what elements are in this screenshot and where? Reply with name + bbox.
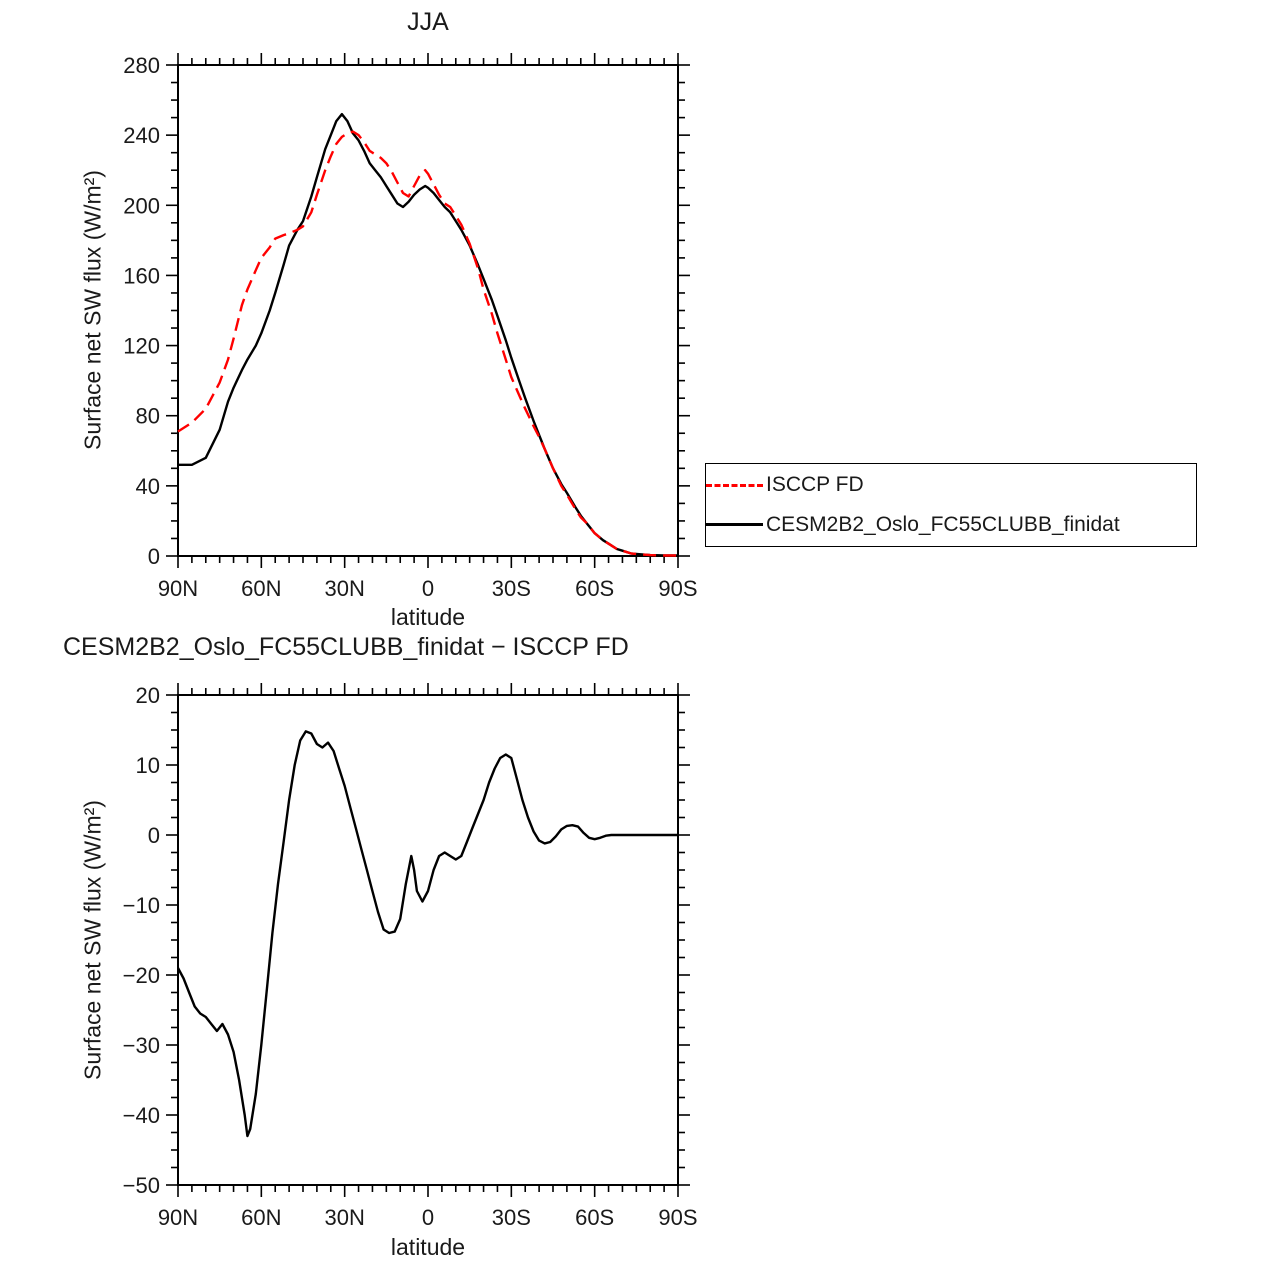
x-tick-label: 30N bbox=[324, 1205, 364, 1230]
x-tick-label: 0 bbox=[422, 1205, 434, 1230]
top-x-axis-label: latitude bbox=[390, 604, 466, 630]
series-line-cesm2b2_oslo_fc55clubb_finidat-minus-isccp-fd bbox=[176, 730, 678, 1138]
x-tick-label: 90S bbox=[658, 1205, 697, 1230]
bottom-y-axis-label-text: Surface net SW flux (W/m²) bbox=[79, 800, 106, 1080]
x-tick-label: 90S bbox=[658, 576, 697, 601]
legend-label-isccp: ISCCP FD bbox=[766, 473, 864, 497]
chart-top: 90N 60N 30N 0 30S 60S 90S 0 40 80 120 160 200 240 280 bbox=[123, 53, 698, 601]
axis-ticks-bottom bbox=[166, 683, 690, 1197]
top-chart-title: JJA bbox=[407, 8, 449, 36]
y-tick-label: 280 bbox=[123, 53, 160, 78]
plot-border-top bbox=[177, 64, 679, 557]
y-tick-label: −20 bbox=[123, 963, 160, 988]
series-line-cesm2b2_oslo_fc55clubb_finidat bbox=[178, 112, 678, 557]
y-tick-label: −40 bbox=[123, 1103, 160, 1128]
y-tick-label: 160 bbox=[123, 263, 160, 288]
y-tick-label: 40 bbox=[136, 474, 160, 499]
legend-entry-isccp: ISCCP FD bbox=[706, 467, 1196, 503]
y-tick-label: 10 bbox=[136, 753, 160, 778]
x-tick-label: 90N bbox=[158, 576, 198, 601]
plot-border-bottom bbox=[177, 694, 679, 1186]
tick-labels-top: 90N 60N 30N 0 30S 60S 90S 0 40 80 120 160 200 240 280 bbox=[123, 53, 697, 601]
x-tick-label: 30S bbox=[492, 1205, 531, 1230]
tick-labels-bottom: 90N 60N 30N 0 30S 60S 90S 20 10 0 −10 −20 −30 −40 −50 bbox=[123, 683, 698, 1230]
legend: ISCCP FD CESM2B2_Oslo_FC55CLUBB_finidat bbox=[705, 463, 1197, 547]
x-tick-label: 0 bbox=[422, 576, 434, 601]
y-tick-label: −10 bbox=[123, 893, 160, 918]
bottom-chart-title: CESM2B2_Oslo_FC55CLUBB_finidat − ISCCP F… bbox=[63, 633, 629, 661]
x-tick-label: 60S bbox=[575, 576, 614, 601]
bottom-x-axis-label: latitude bbox=[390, 1234, 466, 1260]
y-tick-label: 240 bbox=[123, 123, 160, 148]
x-tick-label: 60N bbox=[241, 1205, 281, 1230]
x-tick-label: 30N bbox=[324, 576, 364, 601]
y-tick-label: 80 bbox=[136, 404, 160, 429]
y-tick-label: 20 bbox=[136, 683, 160, 708]
axis-ticks-top bbox=[166, 53, 690, 568]
series-line-isccp-fd bbox=[177, 130, 678, 557]
y-tick-label: −50 bbox=[123, 1173, 160, 1198]
y-tick-label: 0 bbox=[148, 544, 160, 569]
y-tick-label: −30 bbox=[123, 1033, 160, 1058]
top-y-axis-label-text: Surface net SW flux (W/m²) bbox=[79, 170, 106, 450]
x-tick-label: 60N bbox=[241, 576, 281, 601]
chart-bottom: 90N 60N 30N 0 30S 60S 90S 20 10 0 −10 −20 −30 −40 −50 bbox=[123, 683, 698, 1230]
y-tick-label: 0 bbox=[148, 823, 160, 848]
legend-label-cesm: CESM2B2_Oslo_FC55CLUBB_finidat bbox=[766, 512, 1120, 536]
y-tick-label: 120 bbox=[123, 334, 160, 359]
legend-line-sample-isccp bbox=[706, 483, 763, 487]
x-tick-label: 60S bbox=[575, 1205, 614, 1230]
x-tick-label: 90N bbox=[158, 1205, 198, 1230]
y-tick-label: 200 bbox=[123, 193, 160, 218]
x-tick-label: 30S bbox=[492, 576, 531, 601]
legend-entry-cesm: CESM2B2_Oslo_FC55CLUBB_finidat bbox=[706, 507, 1196, 543]
legend-line-sample-cesm bbox=[706, 523, 763, 527]
